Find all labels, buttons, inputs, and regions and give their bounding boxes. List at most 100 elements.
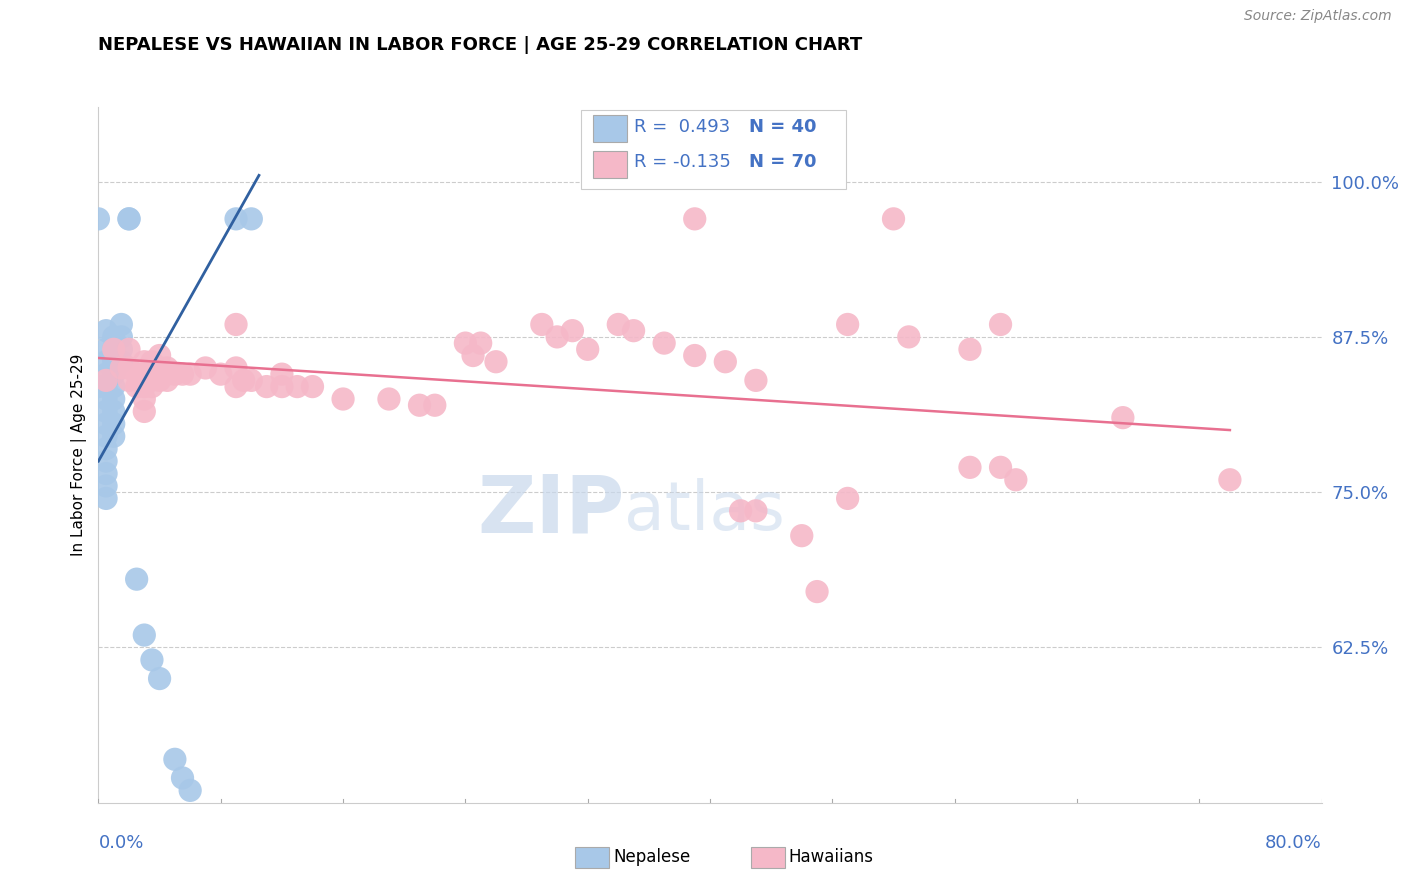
Point [179,367,201,381]
Point [94,343,117,357]
Text: R =  0.493: R = 0.493 [634,118,730,136]
Point [141,367,163,381]
Point [454,336,477,351]
Point [134,355,156,369]
Point [110,343,132,357]
Point [837,318,859,332]
Point [103,330,125,344]
Point [94,355,117,369]
Point [163,752,186,766]
Point [94,479,117,493]
Text: atlas: atlas [624,477,786,543]
Point [110,318,132,332]
Point [225,360,247,375]
Point [623,324,645,338]
Point [118,360,141,375]
Point [94,373,117,387]
Point [94,429,117,443]
Point [730,504,752,518]
Point [270,379,292,393]
Point [156,360,179,375]
Point [714,355,737,369]
Point [141,653,163,667]
Text: ZIP: ZIP [477,472,624,549]
Point [745,373,768,387]
Point [103,404,125,418]
Point [134,379,156,393]
Point [94,324,117,338]
Text: Source: ZipAtlas.com: Source: ZipAtlas.com [1244,9,1392,23]
Point [103,343,125,357]
Point [225,379,247,393]
Point [256,379,278,393]
Point [576,343,599,357]
Point [990,318,1012,332]
Point [683,349,706,363]
Point [118,211,141,226]
Point [423,398,446,412]
Point [87,211,110,226]
Point [1112,410,1135,425]
Text: Hawaiians: Hawaiians [789,848,873,866]
Text: 80.0%: 80.0% [1265,834,1322,852]
Point [149,349,172,363]
Point [378,392,401,406]
Point [209,367,232,381]
Point [240,373,263,387]
Point [149,373,172,387]
Point [959,460,981,475]
Point [87,379,110,393]
Point [1004,473,1026,487]
Point [103,392,125,406]
Point [103,379,125,393]
Point [225,211,247,226]
Point [837,491,859,506]
Point [194,360,217,375]
Point [134,404,156,418]
Point [103,417,125,431]
Point [118,373,141,387]
Point [883,211,905,226]
Point [652,336,675,351]
Text: Nepalese: Nepalese [613,848,690,866]
Point [172,771,194,785]
Point [156,373,179,387]
Point [94,367,117,381]
Point [94,392,117,406]
Text: N = 40: N = 40 [749,118,817,136]
Point [530,318,553,332]
Point [225,318,247,332]
Point [125,367,148,381]
Point [94,442,117,456]
Point [149,360,172,375]
Point [118,343,141,357]
Point [172,367,194,381]
Text: R = -0.135: R = -0.135 [634,153,731,171]
Point [408,398,430,412]
Point [990,460,1012,475]
Text: N = 70: N = 70 [749,153,817,171]
Point [790,529,813,543]
Point [546,330,568,344]
Point [959,343,981,357]
Point [897,330,920,344]
Point [134,367,156,381]
Point [94,491,117,506]
Y-axis label: In Labor Force | Age 25-29: In Labor Force | Age 25-29 [72,354,87,556]
Point [103,355,125,369]
Point [332,392,354,406]
Point [94,404,117,418]
Point [683,211,706,226]
Point [125,379,148,393]
Text: NEPALESE VS HAWAIIAN IN LABOR FORCE | AGE 25-29 CORRELATION CHART: NEPALESE VS HAWAIIAN IN LABOR FORCE | AG… [98,36,863,54]
Point [1219,473,1241,487]
Point [806,584,828,599]
Point [141,355,163,369]
Point [485,355,508,369]
Text: 0.0%: 0.0% [98,834,143,852]
Point [301,379,323,393]
Point [134,628,156,642]
Point [94,417,117,431]
Point [745,504,768,518]
Point [607,318,630,332]
